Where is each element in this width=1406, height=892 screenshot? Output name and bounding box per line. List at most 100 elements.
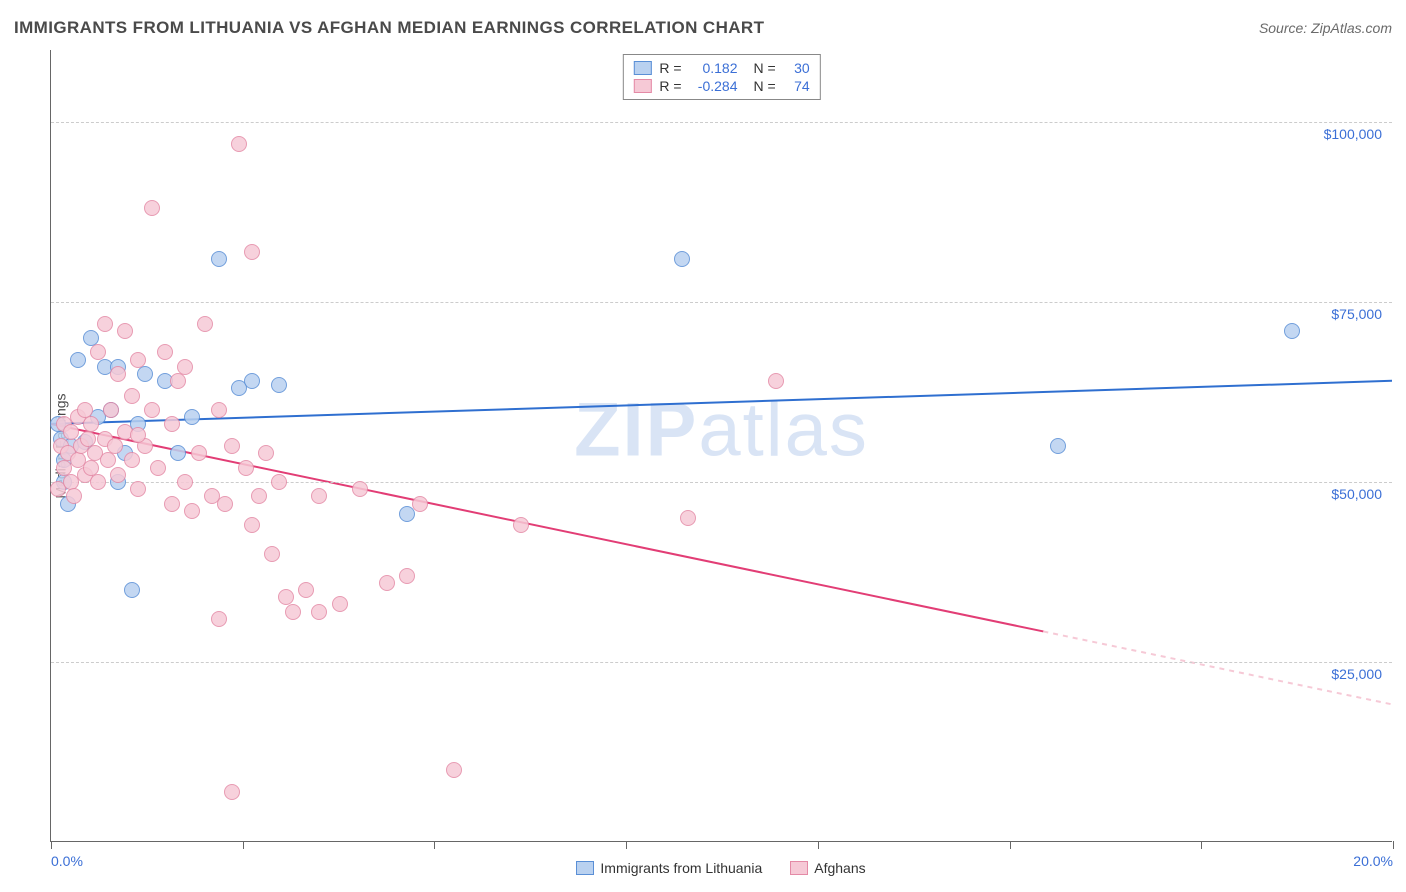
data-point: [211, 251, 227, 267]
data-point: [130, 352, 146, 368]
chart-title: IMMIGRANTS FROM LITHUANIA VS AFGHAN MEDI…: [14, 18, 764, 38]
source-label: Source: ZipAtlas.com: [1259, 20, 1392, 36]
watermark: ZIPatlas: [574, 386, 869, 473]
legend-swatch: [633, 79, 651, 93]
data-point: [144, 200, 160, 216]
series-legend: Immigrants from Lithuania Afghans: [50, 860, 1392, 876]
data-point: [271, 377, 287, 393]
stats-n-value: 74: [784, 78, 810, 94]
data-point: [130, 481, 146, 497]
data-point: [1284, 323, 1300, 339]
data-point: [285, 604, 301, 620]
gridline: [51, 302, 1392, 303]
legend-swatch: [633, 61, 651, 75]
data-point: [177, 359, 193, 375]
data-point: [137, 366, 153, 382]
y-tick-label: $25,000: [1331, 666, 1382, 682]
data-point: [70, 352, 86, 368]
plot-area: ZIPatlas R = 0.182 N = 30 R = -0.284 N = 74 $25…: [50, 50, 1392, 842]
x-tick: [1201, 841, 1202, 849]
data-point: [184, 503, 200, 519]
data-point: [399, 568, 415, 584]
legend-swatch: [576, 861, 594, 875]
data-point: [170, 373, 186, 389]
stats-n-value: 30: [784, 60, 810, 76]
data-point: [352, 481, 368, 497]
gridline: [51, 662, 1392, 663]
data-point: [332, 596, 348, 612]
stats-r-label: R =: [659, 60, 681, 76]
data-point: [117, 323, 133, 339]
data-point: [164, 416, 180, 432]
data-point: [107, 438, 123, 454]
data-point: [224, 438, 240, 454]
stats-r-value: 0.182: [690, 60, 738, 76]
data-point: [258, 445, 274, 461]
data-point: [90, 474, 106, 490]
data-point: [399, 506, 415, 522]
data-point: [379, 575, 395, 591]
x-tick: [818, 841, 819, 849]
data-point: [150, 460, 166, 476]
data-point: [170, 445, 186, 461]
data-point: [184, 409, 200, 425]
data-point: [224, 784, 240, 800]
stats-n-label: N =: [754, 60, 776, 76]
x-tick: [243, 841, 244, 849]
trendlines: [51, 50, 1392, 841]
data-point: [217, 496, 233, 512]
legend-item: Afghans: [790, 860, 865, 876]
x-tick: [1010, 841, 1011, 849]
data-point: [231, 136, 247, 152]
data-point: [177, 474, 193, 490]
data-point: [83, 416, 99, 432]
legend-label: Immigrants from Lithuania: [600, 860, 762, 876]
data-point: [768, 373, 784, 389]
data-point: [124, 582, 140, 598]
data-point: [211, 611, 227, 627]
stats-r-label: R =: [659, 78, 681, 94]
data-point: [271, 474, 287, 490]
data-point: [412, 496, 428, 512]
y-tick-label: $75,000: [1331, 306, 1382, 322]
data-point: [191, 445, 207, 461]
data-point: [144, 402, 160, 418]
x-tick: [1393, 841, 1394, 849]
data-point: [197, 316, 213, 332]
gridline: [51, 482, 1392, 483]
stats-row: R = -0.284 N = 74: [633, 77, 809, 95]
gridline: [51, 122, 1392, 123]
x-tick: [51, 841, 52, 849]
data-point: [311, 488, 327, 504]
data-point: [124, 452, 140, 468]
data-point: [66, 488, 82, 504]
stats-r-value: -0.284: [690, 78, 738, 94]
data-point: [264, 546, 280, 562]
data-point: [513, 517, 529, 533]
data-point: [1050, 438, 1066, 454]
legend-label: Afghans: [814, 860, 865, 876]
data-point: [97, 316, 113, 332]
data-point: [244, 244, 260, 260]
data-point: [164, 496, 180, 512]
data-point: [674, 251, 690, 267]
data-point: [446, 762, 462, 778]
data-point: [110, 366, 126, 382]
x-tick: [626, 841, 627, 849]
data-point: [251, 488, 267, 504]
data-point: [110, 467, 126, 483]
data-point: [244, 373, 260, 389]
data-point: [130, 427, 146, 443]
data-point: [238, 460, 254, 476]
data-point: [103, 402, 119, 418]
data-point: [100, 452, 116, 468]
legend-item: Immigrants from Lithuania: [576, 860, 762, 876]
x-tick: [434, 841, 435, 849]
data-point: [63, 424, 79, 440]
stats-n-label: N =: [754, 78, 776, 94]
data-point: [157, 344, 173, 360]
stats-legend: R = 0.182 N = 30 R = -0.284 N = 74: [622, 54, 820, 100]
data-point: [244, 517, 260, 533]
data-point: [124, 388, 140, 404]
legend-swatch: [790, 861, 808, 875]
